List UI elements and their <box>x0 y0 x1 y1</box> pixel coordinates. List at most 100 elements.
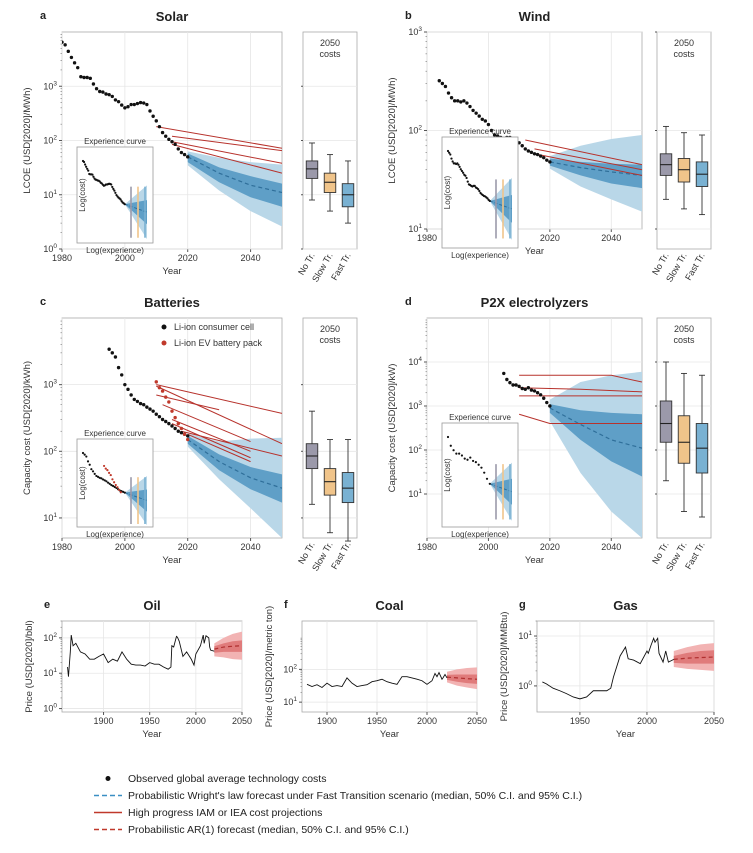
observed-point <box>62 40 64 44</box>
inset-observed-point <box>466 180 469 183</box>
observed-point <box>167 137 171 142</box>
inset-observed-point <box>90 468 93 471</box>
y-axis-label: Price (USD[2020]/metric ton) <box>264 606 275 727</box>
inset-title: Experience curve <box>84 429 146 438</box>
inset-x-label: Log(experience) <box>86 246 144 255</box>
observed-point <box>63 43 67 47</box>
panel-gas: Gas g 1950 2000 2050 100 101 Year Price (USD[202… <box>499 598 724 740</box>
inset-observed-point <box>478 189 481 193</box>
inset-observed-point <box>477 188 480 191</box>
observed-point <box>142 403 146 407</box>
inset-observed-point <box>101 478 105 481</box>
x-tick-label: 1950 <box>367 716 387 726</box>
observed-ev-point <box>164 395 168 399</box>
observed-point <box>145 405 149 409</box>
inset-observed-point <box>105 480 108 483</box>
y-tick-label: 100 <box>518 680 532 691</box>
x-axis-label: Year <box>162 266 181 277</box>
inset-observed-point <box>95 474 98 478</box>
projection-line <box>171 135 282 152</box>
inset-x-label: Log(experience) <box>86 530 144 539</box>
x-tick-label: 2000 <box>417 716 437 726</box>
observed-point <box>535 391 540 395</box>
inset-observed-point <box>451 160 454 163</box>
observed-point <box>79 74 83 79</box>
boxplot-title-line1: 2050 <box>320 324 340 334</box>
y-tick-label: 100 <box>43 703 57 714</box>
inset-observed-point <box>113 485 116 489</box>
observed-point <box>480 117 484 121</box>
observed-point <box>104 92 108 96</box>
inset-y-label: Log(cost) <box>78 178 87 212</box>
x-tick-label: 2020 <box>178 253 198 263</box>
inset-median <box>489 483 513 493</box>
observed-point <box>502 371 506 376</box>
projection-line <box>156 384 282 414</box>
panel-letter: d <box>405 296 412 308</box>
observed-point <box>486 122 491 127</box>
observed-point <box>154 119 158 123</box>
plot-content <box>107 347 282 538</box>
x-tick-label: 2020 <box>178 542 198 552</box>
series-legend-marker <box>161 324 167 330</box>
projection-line <box>171 419 251 452</box>
observed-point <box>151 409 155 413</box>
observed-point <box>69 55 74 60</box>
forecast-median <box>187 156 282 194</box>
inset-observed-point <box>466 458 469 461</box>
x-tick-label: 2000 <box>115 542 135 552</box>
observed-point <box>91 82 96 86</box>
panel-title: Coal <box>375 598 403 613</box>
inset-observed-point <box>452 449 455 452</box>
observed-point <box>523 147 527 151</box>
inset-x-label: Log(experience) <box>451 530 509 539</box>
y-axis-label: LCOE (USD[2020]/MWh) <box>387 77 398 183</box>
observed-point <box>179 150 184 155</box>
projection-line <box>171 143 282 174</box>
inset-observed-point <box>87 169 90 172</box>
inset-observed-point <box>113 189 116 192</box>
x-tick-label: 1900 <box>94 716 114 726</box>
x-tick-label: 1950 <box>140 716 160 726</box>
inset-ev-point <box>107 471 111 474</box>
observed-point <box>116 365 121 370</box>
inset-observed-point <box>480 466 483 469</box>
observed-point <box>173 426 177 431</box>
observed-ev-point <box>167 400 171 404</box>
forecast-50-ci <box>673 650 714 664</box>
observed-point <box>129 393 133 397</box>
inset-ev-point <box>111 478 114 481</box>
observed-point <box>492 133 497 137</box>
inset-y-label: Log(cost) <box>443 458 452 492</box>
observed-point <box>142 101 146 105</box>
y-tick-label: 102 <box>408 444 422 455</box>
y-axis-label: Capacity cost (USD[2020]/kW) <box>387 364 398 493</box>
observed-point <box>538 393 543 397</box>
plot-content <box>437 79 642 212</box>
observed-point <box>538 154 543 158</box>
plot-content <box>542 636 714 700</box>
price-series-line <box>306 671 448 689</box>
panel-letter: c <box>40 296 46 308</box>
observed-point <box>468 104 472 109</box>
inset-observed-point <box>81 451 85 455</box>
observed-ev-point <box>154 380 158 384</box>
inset-observed-point <box>112 187 115 191</box>
inset-observed-point <box>96 475 100 478</box>
observed-point <box>101 90 105 94</box>
observed-point <box>120 373 124 377</box>
boxplot-box <box>305 160 319 179</box>
legend-label: High progress IAM or IEA cost projection… <box>128 807 322 819</box>
observed-point <box>85 75 89 80</box>
x-tick-label: 1980 <box>417 233 437 243</box>
observed-point <box>548 404 552 408</box>
inset-observed-point <box>103 479 106 482</box>
observed-point <box>449 96 454 100</box>
y-axis-label: Price (USD[2020]/MMBtu) <box>499 612 510 722</box>
observed-point <box>483 119 488 123</box>
panel-letter: g <box>519 599 526 611</box>
inset-observed-point <box>450 157 453 160</box>
forecast-median <box>549 407 642 449</box>
observed-ev-point <box>179 426 184 431</box>
panel-letter: b <box>405 10 412 22</box>
